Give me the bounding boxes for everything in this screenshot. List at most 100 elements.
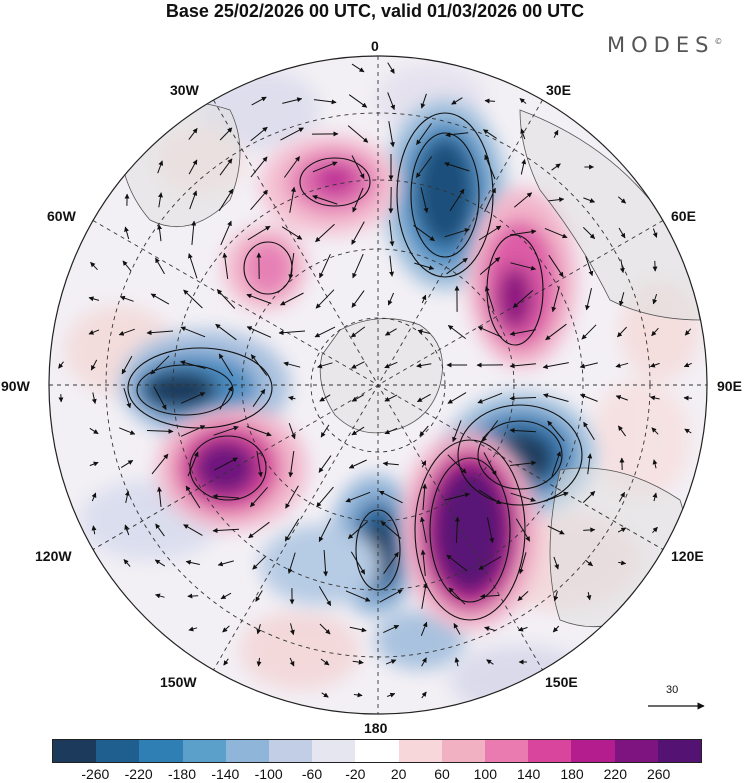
reference-vector-label: 30 <box>666 684 679 696</box>
wind-vector <box>378 490 403 504</box>
wind-vector <box>146 330 174 336</box>
wind-vector <box>486 659 494 665</box>
wind-vector <box>348 94 368 108</box>
wind-vector <box>288 451 295 478</box>
wind-vector <box>446 554 468 572</box>
wind-vector <box>319 394 331 402</box>
wind-vector <box>420 187 429 214</box>
wind-vector <box>517 591 529 601</box>
wind-vector <box>684 328 692 336</box>
wind-vector <box>545 323 567 341</box>
wind-vector <box>219 158 233 176</box>
wind-vector <box>484 154 496 180</box>
colorbar-cell <box>398 740 442 762</box>
wind-vector <box>387 92 396 111</box>
wind-vector <box>477 326 503 338</box>
wind-vector <box>282 97 303 104</box>
wind-vector <box>618 560 627 566</box>
lon-label-60e: 60E <box>671 208 696 224</box>
lon-label-90w: 90W <box>1 378 30 394</box>
wind-vector <box>551 451 562 477</box>
wind-vector <box>123 559 131 567</box>
wind-vector <box>581 324 597 340</box>
wind-vector <box>351 221 365 245</box>
wind-vector <box>543 393 569 402</box>
wind-vector <box>447 454 467 474</box>
wind-vector <box>652 228 658 238</box>
wind-vector <box>218 188 234 212</box>
wind-vector <box>454 516 460 544</box>
wind-vector <box>421 657 427 667</box>
wind-vector <box>219 127 233 141</box>
wind-vector <box>280 127 304 141</box>
colorbar-tick-label: 140 <box>516 766 541 782</box>
wind-vector <box>58 361 64 369</box>
wind-vector <box>213 425 239 436</box>
wind-vector <box>180 425 206 437</box>
wind-vector <box>385 659 397 665</box>
wind-vector <box>90 261 98 271</box>
wind-vector <box>154 559 166 567</box>
wind-vector <box>419 516 427 543</box>
wind-vector <box>187 593 199 599</box>
wind-vector <box>509 427 537 433</box>
wind-vector <box>444 492 471 501</box>
wind-vector <box>444 162 470 172</box>
wind-vector <box>146 428 174 434</box>
wind-vector <box>652 459 658 469</box>
wind-vector <box>153 386 167 410</box>
wind-vector <box>484 98 496 104</box>
wind-vector <box>188 127 198 140</box>
wind-vector <box>617 326 627 338</box>
wind-vector <box>191 220 197 245</box>
wind-vector <box>553 129 559 138</box>
wind-vector <box>220 220 232 246</box>
colorbar-cell <box>96 740 140 762</box>
wind-vector <box>617 196 627 204</box>
wind-vector <box>420 549 426 576</box>
wind-vector <box>446 257 468 275</box>
wind-vector <box>583 197 596 203</box>
lon-label-150e: 150E <box>545 674 578 690</box>
wind-vector <box>547 525 565 535</box>
wind-vector <box>449 188 465 212</box>
wind-vector <box>319 253 331 279</box>
wind-vector <box>352 659 364 665</box>
colorbar-cell <box>485 740 529 762</box>
wind-vector <box>509 329 536 337</box>
contour-lines <box>127 112 583 621</box>
wind-vector <box>312 194 338 205</box>
wind-vector <box>316 486 334 508</box>
wind-vector <box>250 486 268 508</box>
wind-vector <box>384 328 397 336</box>
lon-label-120w: 120W <box>35 548 72 564</box>
wind-vector <box>288 423 296 440</box>
lon-label-90e: 90E <box>717 378 742 394</box>
polar-map <box>48 55 708 715</box>
wind-vector <box>579 393 598 402</box>
wind-vector <box>91 525 97 535</box>
wind-vector <box>185 485 201 509</box>
wind-vector <box>509 363 536 369</box>
wind-vector <box>480 593 500 599</box>
wind-vector <box>124 524 130 536</box>
wind-vector <box>318 518 332 543</box>
wind-vector <box>315 289 335 309</box>
wind-vector <box>652 293 658 305</box>
wind-vector <box>256 657 262 667</box>
wind-vector <box>652 526 658 534</box>
wind-vector <box>479 257 501 275</box>
wind-vector <box>288 395 296 401</box>
wind-vector <box>547 420 565 442</box>
colorbar-tick-label: -220 <box>124 766 153 782</box>
wind-vector <box>256 451 263 478</box>
wind-vector <box>180 392 206 404</box>
wind-vector <box>118 328 135 336</box>
wind-vector <box>349 626 367 633</box>
colorbar-cell <box>312 740 356 762</box>
wind-vector <box>552 625 560 633</box>
wind-vector <box>318 586 332 607</box>
wind-vector <box>289 186 296 213</box>
wind-vector <box>483 452 497 476</box>
wind-vector <box>288 253 295 280</box>
